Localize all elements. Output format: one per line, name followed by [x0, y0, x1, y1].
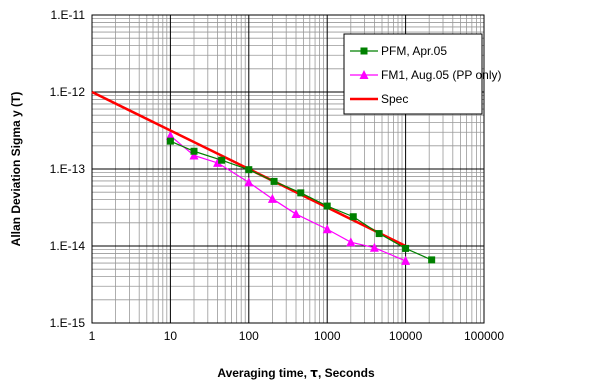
x-axis-title: Averaging time, τ, Seconds: [217, 366, 375, 380]
series-line-pfm-apr-05: [170, 140, 432, 261]
legend-item-spec: Spec: [350, 92, 408, 106]
series-fm1-aug-05-pp-only: [165, 130, 411, 265]
data-point-fm1-aug-05-pp-only: [291, 209, 301, 219]
data-point-fm1-aug-05-pp-only: [213, 157, 223, 167]
series-line-fm1-aug-05-pp-only: [170, 135, 406, 262]
data-point-pfm-apr-05: [349, 213, 357, 221]
data-point-pfm-apr-05: [375, 230, 383, 238]
data-point-pfm-apr-05: [323, 202, 331, 210]
data-point-pfm-apr-05: [270, 177, 278, 185]
data-point-pfm-apr-05: [218, 156, 226, 164]
data-point-pfm-apr-05: [428, 256, 436, 264]
x-axis-title-symbol: τ: [310, 366, 318, 380]
y-tick-label: 1.E-12: [50, 85, 86, 99]
data-point-fm1-aug-05-pp-only: [189, 150, 199, 160]
x-tick-label: 1: [89, 329, 96, 343]
x-tick-label: 10000: [389, 329, 423, 343]
data-point-fm1-aug-05-pp-only: [165, 130, 175, 140]
series-pfm-apr-05: [166, 137, 436, 264]
legend-item-pfm-apr-05: PFM, Apr.05: [350, 44, 447, 58]
plot-frame: [91, 14, 485, 324]
data-point-pfm-apr-05: [297, 189, 305, 197]
data-point-fm1-aug-05-pp-only: [322, 224, 332, 234]
x-tick-label: 1000: [314, 329, 341, 343]
x-tick-label: 100000: [464, 329, 504, 343]
legend-label: Spec: [381, 92, 408, 106]
legend-swatch-marker: [360, 47, 368, 55]
legend-label: PFM, Apr.05: [381, 44, 447, 58]
x-tick-label: 100: [239, 329, 259, 343]
data-point-fm1-aug-05-pp-only: [346, 237, 356, 247]
data-point-pfm-apr-05: [190, 147, 198, 155]
data-point-fm1-aug-05-pp-only: [244, 177, 254, 187]
y-axis-title: Allan Deviation Sigma y (T): [9, 92, 23, 247]
series-layer: [91, 90, 436, 265]
tick-labels: 1 10 100 1000 10000 100000 1.E-15 1.E-14 1.E-13 1…: [50, 8, 505, 343]
data-point-fm1-aug-05-pp-only: [369, 242, 379, 252]
y-tick-label: 1.E-14: [50, 239, 86, 253]
data-point-fm1-aug-05-pp-only: [401, 255, 411, 265]
legend-box: [343, 33, 483, 115]
data-point-pfm-apr-05: [402, 244, 410, 252]
x-axis-title-prefix: Averaging time,: [217, 366, 310, 380]
y-tick-label: 1.E-15: [50, 316, 86, 330]
legend-item-fm1-aug-05-pp-only: FM1, Aug.05 (PP only): [350, 68, 502, 82]
legend-swatch-marker: [359, 70, 369, 79]
y-tick-label: 1.E-13: [50, 162, 86, 176]
x-axis-title-suffix: , Seconds: [318, 366, 375, 380]
legend-label: FM1, Aug.05 (PP only): [381, 68, 502, 82]
data-point-fm1-aug-05-pp-only: [267, 193, 277, 203]
y-tick-label: 1.E-11: [51, 8, 86, 22]
data-point-pfm-apr-05: [245, 166, 253, 174]
x-tick-label: 10: [164, 329, 178, 343]
data-point-pfm-apr-05: [166, 137, 174, 145]
legend: PFM, Apr.05 FM1, Aug.05 (PP only) Spec: [343, 33, 502, 115]
